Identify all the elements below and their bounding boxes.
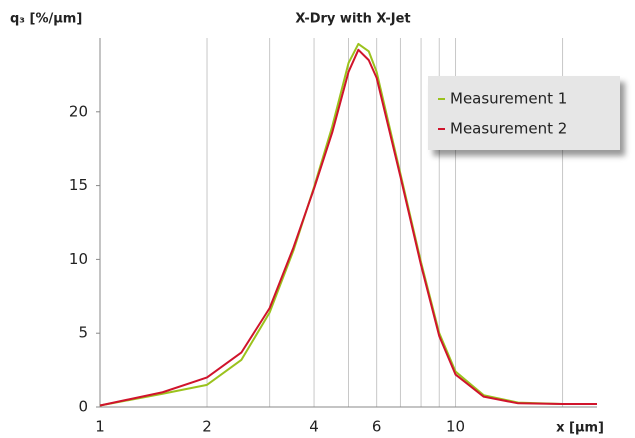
y-axis-label: q₃ [%/µm] [10, 12, 82, 27]
legend-box [428, 76, 620, 150]
data-line [99, 42, 597, 407]
y-tick-label: 0 [78, 398, 88, 416]
y-tick-label: 15 [69, 176, 88, 194]
y-tick-label: 10 [69, 250, 88, 268]
x-tick-label: 4 [309, 418, 319, 436]
x-tick-label: 10 [446, 418, 465, 436]
x-tick-label: 1 [95, 418, 105, 436]
data-line [99, 48, 597, 407]
x-axis-label: x [µm] [556, 421, 604, 436]
chart-title: X-Dry with X-Jet [295, 12, 410, 27]
y-tick-label: 20 [69, 102, 88, 120]
legend-label: Measurement 1 [450, 90, 567, 108]
legend-label: Measurement 2 [450, 120, 567, 138]
y-tick-label: 5 [78, 324, 88, 342]
x-tick-label: 6 [372, 418, 382, 436]
x-tick-label: 2 [202, 418, 212, 436]
